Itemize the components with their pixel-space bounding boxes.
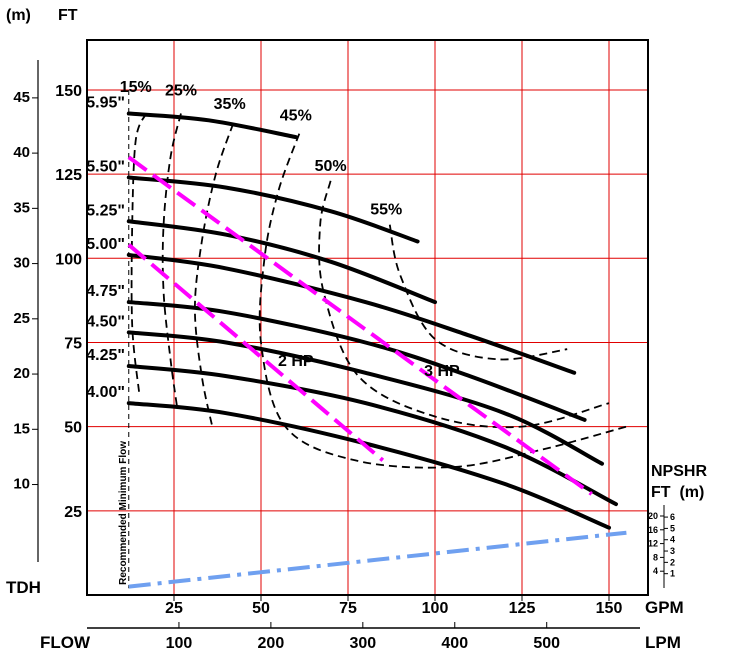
min-flow-label: Recommended Minimum Flow <box>118 441 129 585</box>
impeller-label: 5.50" <box>86 158 125 175</box>
y-ft-tick-label: 50 <box>64 420 82 437</box>
efficiency-label: 35% <box>214 96 246 113</box>
npshr-ft-tick-label: 16 <box>648 525 658 535</box>
x-lpm-tick-label: 300 <box>349 635 376 652</box>
npshr-ft-tick-label: 4 <box>653 566 658 576</box>
hp-label: 2 HP <box>278 353 314 370</box>
y-m-tick-label: 10 <box>13 476 30 493</box>
y-m-tick-label: 35 <box>13 199 30 216</box>
plot-frame <box>86 39 649 596</box>
gpm-unit-label: GPM <box>645 598 684 617</box>
x-gpm-tick-label: 150 <box>596 600 623 617</box>
x-lpm-tick-label: 400 <box>441 635 468 652</box>
flow-axis-title: FLOW <box>40 633 91 652</box>
y-ft-tick-label: 75 <box>64 335 82 352</box>
impeller-curve <box>126 330 604 466</box>
x-lpm-tick-label: 500 <box>533 635 560 652</box>
x-gpm-tick-label: 75 <box>339 600 357 617</box>
y-ft-tick-label: 25 <box>64 504 82 521</box>
impeller-label: 4.00" <box>86 384 125 401</box>
npshr-title: NPSHR <box>651 463 707 480</box>
efficiency-label: 50% <box>315 158 347 175</box>
npshr-ft-tick-label: 8 <box>653 552 658 562</box>
lpm-unit-label: LPM <box>645 633 681 652</box>
impeller-label: 4.50" <box>86 313 125 330</box>
x-gpm-tick-label: 50 <box>252 600 270 617</box>
efficiency-curve <box>193 123 235 427</box>
x-lpm-tick-label: 200 <box>258 635 285 652</box>
efficiency-curve <box>130 113 147 394</box>
npshr-curve <box>128 530 627 589</box>
hp-line <box>127 243 385 462</box>
x-gpm-tick-label: 100 <box>422 600 449 617</box>
x-lpm-tick-label: 100 <box>166 635 193 652</box>
y-m-tick-label: 20 <box>13 365 30 382</box>
y-ft-tick-label: 100 <box>55 251 82 268</box>
y-ft-tick-label: 150 <box>55 83 82 100</box>
y-m-tick-label: 40 <box>13 144 30 161</box>
tdh-axis-title: TDH <box>6 578 41 597</box>
y-m-tick-label: 45 <box>13 89 30 106</box>
impeller-curve <box>126 219 437 305</box>
npshr-ft-tick-label: 20 <box>648 511 658 521</box>
impeller-label: 5.95" <box>86 95 125 112</box>
impeller-curve <box>126 111 298 140</box>
npshr-ft-tick-label: 12 <box>648 539 658 549</box>
impeller-label: 4.25" <box>86 347 125 364</box>
efficiency-label: 55% <box>370 202 402 219</box>
npshr-m-tick-label: 2 <box>670 557 675 567</box>
npshr-m-tick-label: 1 <box>670 569 675 579</box>
y-m-tick-label: 15 <box>13 420 30 437</box>
npshr-units: FT (m) <box>651 484 704 501</box>
npshr-m-tick-label: 4 <box>670 535 675 545</box>
efficiency-curve <box>258 133 627 469</box>
y-ft-tick-label: 125 <box>55 167 82 184</box>
efficiency-label: 45% <box>280 107 312 124</box>
impeller-curve <box>126 252 577 375</box>
impeller-label: 5.00" <box>86 236 125 253</box>
impeller-label: 4.75" <box>86 283 125 300</box>
y-m-tick-label: 25 <box>13 310 30 327</box>
npshr-m-tick-label: 3 <box>670 546 675 556</box>
impeller-curve <box>126 401 611 530</box>
efficiency-curve <box>318 180 610 429</box>
x-gpm-tick-label: 125 <box>509 600 536 617</box>
impeller-curve <box>126 364 618 507</box>
npshr-m-tick-label: 6 <box>670 512 675 522</box>
impeller-label: 5.25" <box>86 202 125 219</box>
npshr-m-tick-label: 5 <box>670 523 675 533</box>
hp-line <box>127 155 593 496</box>
hp-label: 3 HP <box>424 363 460 380</box>
impeller-curve <box>126 300 587 422</box>
grid <box>87 40 648 595</box>
y-m-tick-label: 30 <box>13 255 30 272</box>
efficiency-label: 15% <box>120 79 152 96</box>
ft-unit-header: FT <box>58 7 78 24</box>
x-gpm-tick-label: 25 <box>165 600 183 617</box>
efficiency-label: 25% <box>165 82 197 99</box>
impeller-curve <box>126 175 420 244</box>
efficiency-curve <box>388 224 568 361</box>
m-unit-header: (m) <box>6 7 31 24</box>
